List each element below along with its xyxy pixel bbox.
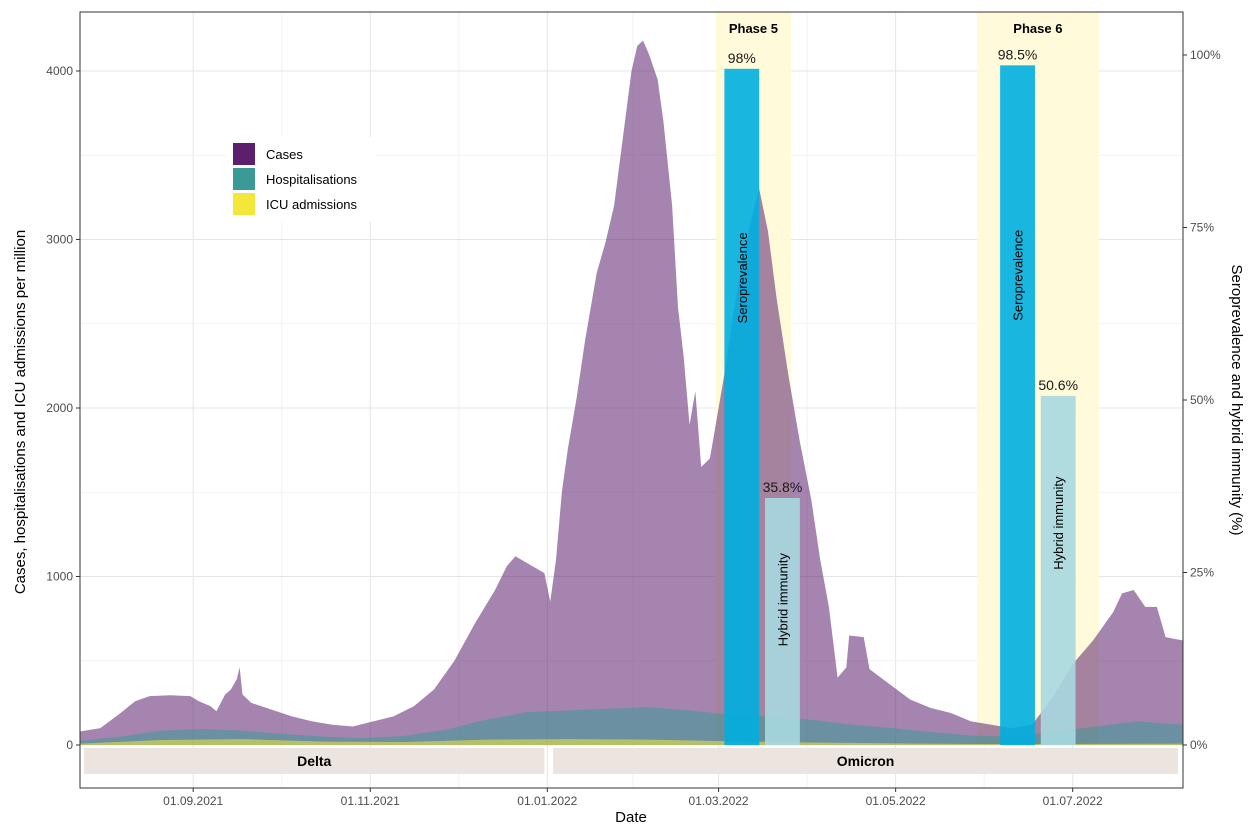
variant-label: Omicron xyxy=(837,753,895,769)
area-series xyxy=(80,40,1183,745)
phase-label: Phase 5 xyxy=(729,21,778,36)
y-tick-label: 1000 xyxy=(46,569,73,583)
immunity-bars: 98% Seroprevalence 35.8% Hybrid immunity 98.… xyxy=(724,46,1078,746)
y-tick-label: 3000 xyxy=(46,232,73,246)
area-icu-admissions xyxy=(80,739,1183,745)
legend-swatch xyxy=(233,168,255,190)
x-tick-label: 01.11.2021 xyxy=(341,794,400,808)
variant-label: Delta xyxy=(297,753,331,769)
y2-tick-label: 0% xyxy=(1190,738,1208,752)
y-tick-label: 4000 xyxy=(46,64,73,78)
y2-tick-label: 50% xyxy=(1190,393,1214,407)
legend-label: ICU admissions xyxy=(266,197,358,212)
bar-name-label: Seroprevalence xyxy=(1011,230,1026,321)
x-tick-label: 01.01.2022 xyxy=(517,794,577,808)
x-tick-label: 01.07.2022 xyxy=(1043,794,1103,808)
bar-value-label: 98.5% xyxy=(998,46,1038,62)
bar-value-label: 98% xyxy=(728,50,756,66)
x-tick-label: 01.03.2022 xyxy=(689,794,749,808)
bar-name-label: Hybrid immunity xyxy=(775,553,790,647)
variant-strip: Delta Omicron xyxy=(84,748,1178,774)
bar-hybrid-immunity xyxy=(765,497,800,745)
bar-name-label: Seroprevalence xyxy=(735,232,750,323)
legend-label: Hospitalisations xyxy=(266,172,358,187)
legend: Cases Hospitalisations ICU admissions xyxy=(226,137,376,221)
bar-seroprevalence xyxy=(1000,65,1035,746)
y-tick-label: 2000 xyxy=(46,401,73,415)
y2-tick-label: 25% xyxy=(1190,566,1214,580)
bar-name-label: Hybrid immunity xyxy=(1051,476,1066,570)
legend-label: Cases xyxy=(266,147,303,162)
phase-band xyxy=(976,12,1099,745)
area-cases xyxy=(80,40,1183,745)
bar-hybrid-immunity xyxy=(1040,395,1076,745)
bar-value-label: 35.8% xyxy=(763,479,803,495)
axes: 0 1000 2000 3000 4000 0% 25% 50% 75% 100% 01.09.20… xyxy=(46,48,1221,808)
y2-axis-title: Seroprevalence and hybrid immunity (%) xyxy=(1228,265,1245,536)
bar-value-label: 50.6% xyxy=(1038,377,1078,393)
x-tick-label: 01.09.2021 xyxy=(163,794,223,808)
y-tick-label: 0 xyxy=(66,738,73,752)
variant-band xyxy=(553,748,1178,774)
legend-swatch xyxy=(233,143,255,165)
area-hospitalisations xyxy=(80,707,1183,745)
x-axis-title: Date xyxy=(615,809,647,826)
y2-tick-label: 100% xyxy=(1190,48,1221,62)
variant-band xyxy=(84,748,545,774)
y-axis-title: Cases, hospitalisations and ICU admissio… xyxy=(12,230,29,594)
x-tick-label: 01.05.2022 xyxy=(866,794,926,808)
bar-seroprevalence xyxy=(724,68,760,746)
legend-swatch xyxy=(233,193,255,215)
y2-tick-label: 75% xyxy=(1190,221,1214,235)
phase-label: Phase 6 xyxy=(1013,21,1062,36)
